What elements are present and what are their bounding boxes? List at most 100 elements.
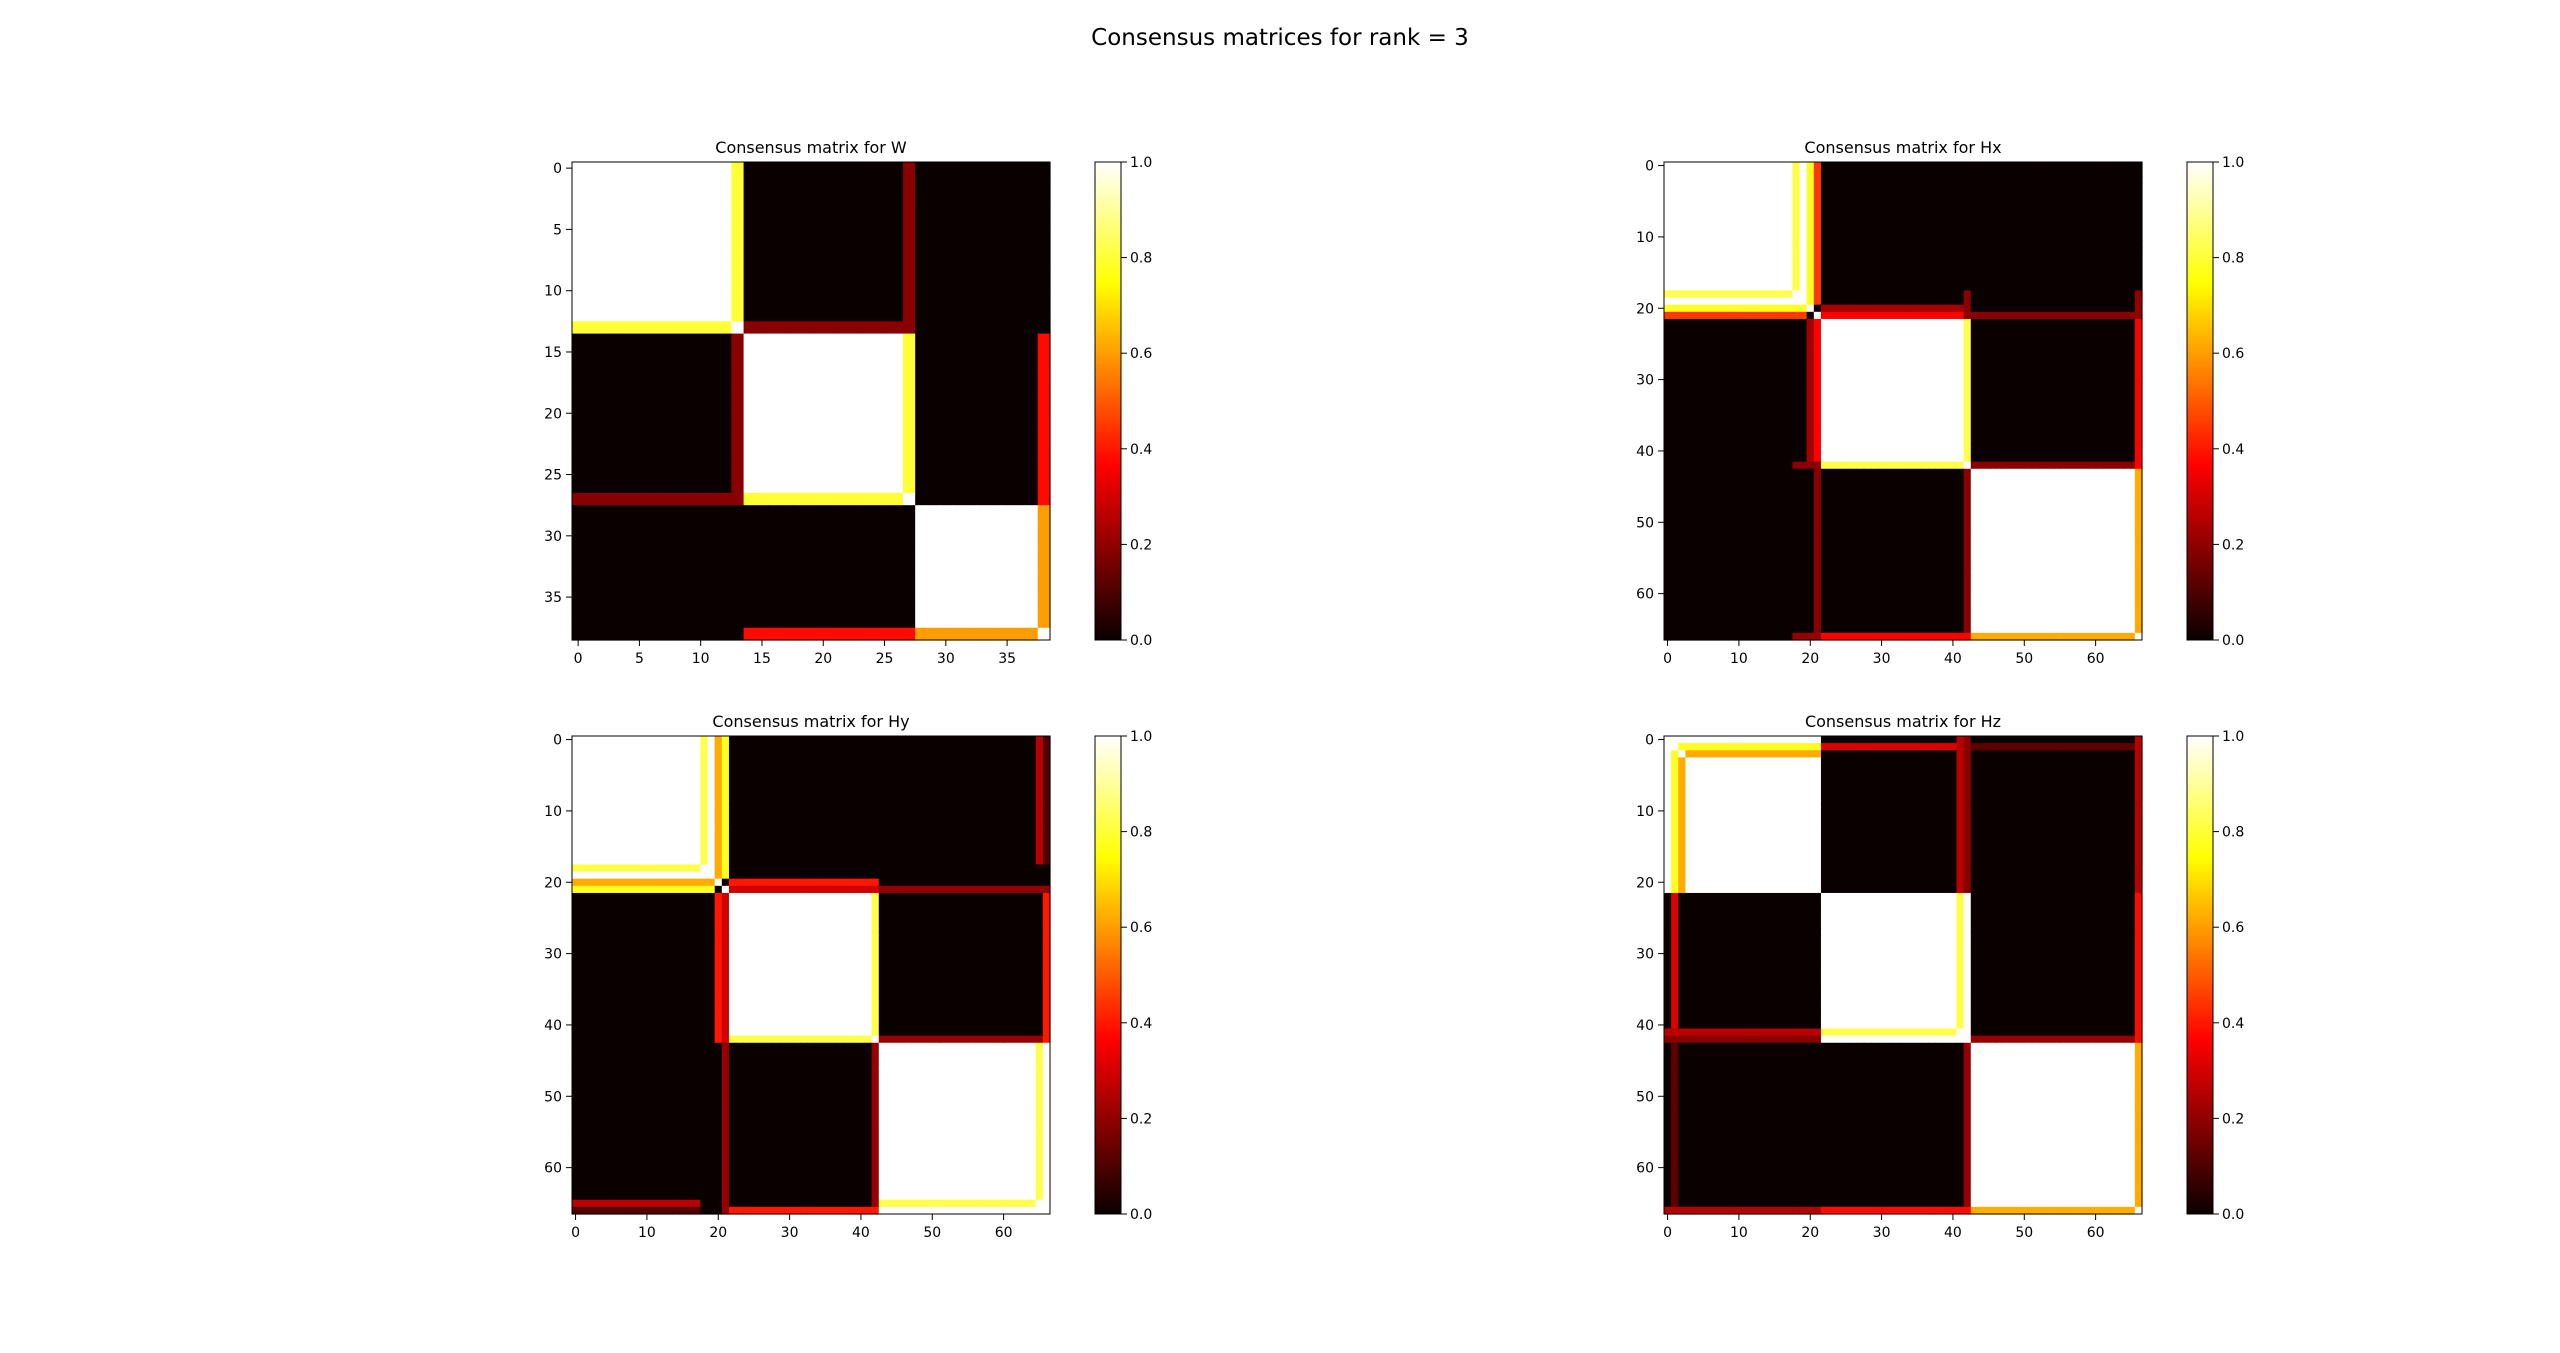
heatmap-cell bbox=[2085, 440, 2093, 448]
heatmap-cell bbox=[1921, 426, 1929, 434]
heatmap-cell bbox=[817, 419, 830, 432]
heatmap-cell bbox=[1038, 346, 1051, 359]
heatmap-cell bbox=[964, 395, 977, 408]
heatmap-cell bbox=[2014, 326, 2022, 334]
heatmap-cell bbox=[891, 346, 904, 359]
heatmap-cell bbox=[1985, 290, 1993, 298]
heatmap-cell bbox=[2014, 455, 2022, 463]
heatmap-cell bbox=[1714, 226, 1722, 234]
heatmap-cell bbox=[768, 419, 781, 432]
heatmap-cell bbox=[584, 309, 597, 322]
heatmap-cell bbox=[1757, 426, 1765, 434]
heatmap-cell bbox=[768, 468, 781, 481]
heatmap-cell bbox=[817, 432, 830, 445]
heatmap-cell bbox=[1885, 198, 1893, 206]
heatmap-cell bbox=[866, 395, 879, 408]
heatmap-cell bbox=[2099, 476, 2107, 484]
heatmap-cell bbox=[1757, 362, 1765, 370]
heatmap-cell bbox=[2028, 369, 2036, 377]
heatmap-cell bbox=[1899, 340, 1907, 348]
heatmap-cell bbox=[1857, 519, 1865, 527]
heatmap-cell bbox=[1971, 440, 1979, 448]
heatmap-cell bbox=[1907, 219, 1915, 227]
heatmap-cell bbox=[964, 530, 977, 543]
heatmap-cell bbox=[2006, 333, 2014, 341]
panels: Consensus matrix for W0 5 10 15 20 25 30 350510… bbox=[544, 138, 2244, 1241]
heatmap-cell bbox=[1807, 298, 1815, 306]
heatmap-cell bbox=[866, 272, 879, 285]
heatmap-cell bbox=[1700, 191, 1708, 199]
heatmap-cell bbox=[1714, 426, 1722, 434]
heatmap-cell bbox=[1792, 376, 1800, 384]
heatmap-cell bbox=[1921, 376, 1929, 384]
heatmap-cell bbox=[1914, 455, 1922, 463]
heatmap-cell bbox=[1735, 476, 1743, 484]
heatmap-cell bbox=[633, 542, 646, 555]
heatmap-cell bbox=[2128, 512, 2136, 520]
heatmap-cell bbox=[1025, 615, 1038, 628]
heatmap-cell bbox=[1664, 191, 1672, 199]
heatmap-cell bbox=[1871, 290, 1879, 298]
heatmap-cell bbox=[597, 272, 610, 285]
heatmap-cell bbox=[1714, 440, 1722, 448]
heatmap-cell bbox=[989, 468, 1002, 481]
heatmap-cell bbox=[1971, 240, 1979, 248]
heatmap-cell bbox=[940, 199, 953, 212]
heatmap-cell bbox=[1878, 283, 1886, 291]
heatmap-cell bbox=[780, 554, 793, 567]
heatmap-cell bbox=[1878, 369, 1886, 377]
heatmap-cell bbox=[572, 358, 585, 371]
heatmap-cell bbox=[1025, 236, 1038, 249]
heatmap-cell bbox=[1914, 376, 1922, 384]
heatmap-cell bbox=[682, 162, 695, 175]
heatmap-cell bbox=[1928, 369, 1936, 377]
heatmap-cell bbox=[744, 272, 757, 285]
heatmap-cell bbox=[1935, 397, 1943, 405]
heatmap-cell bbox=[2106, 162, 2114, 170]
heatmap-cell bbox=[1964, 426, 1972, 434]
heatmap-cell bbox=[976, 493, 989, 506]
heatmap-cell bbox=[646, 174, 659, 187]
heatmap-cell bbox=[1857, 383, 1865, 391]
heatmap-cell bbox=[1971, 298, 1979, 306]
heatmap-cell bbox=[1728, 191, 1736, 199]
heatmap-cell bbox=[1814, 376, 1822, 384]
heatmap-cell bbox=[768, 248, 781, 261]
heatmap-cell bbox=[829, 456, 842, 469]
heatmap-cell bbox=[2092, 176, 2100, 184]
heatmap-cell bbox=[2021, 455, 2029, 463]
heatmap-cell bbox=[572, 248, 585, 261]
heatmap-cell bbox=[731, 174, 744, 187]
heatmap-cell bbox=[1721, 198, 1729, 206]
heatmap-cell bbox=[1757, 298, 1765, 306]
heatmap-cell bbox=[1821, 305, 1829, 313]
heatmap-cell bbox=[1949, 383, 1957, 391]
heatmap-cell bbox=[1928, 347, 1936, 355]
heatmap-cell bbox=[768, 334, 781, 347]
heatmap-cell bbox=[903, 628, 916, 641]
heatmap-cell bbox=[1914, 191, 1922, 199]
heatmap-cell bbox=[1892, 219, 1900, 227]
heatmap-cell bbox=[903, 579, 916, 592]
heatmap-cell bbox=[584, 530, 597, 543]
heatmap-cell bbox=[1025, 370, 1038, 383]
heatmap-cell bbox=[1892, 462, 1900, 470]
heatmap-cell bbox=[1928, 376, 1936, 384]
heatmap-cell bbox=[1807, 490, 1815, 498]
heatmap-cell bbox=[1714, 276, 1722, 284]
heatmap-cell bbox=[2135, 397, 2143, 405]
heatmap-cell bbox=[976, 542, 989, 555]
heatmap-cell bbox=[1721, 426, 1729, 434]
heatmap-cell bbox=[646, 530, 659, 543]
heatmap-cell bbox=[731, 248, 744, 261]
heatmap-cell bbox=[731, 285, 744, 298]
heatmap-cell bbox=[842, 211, 855, 224]
heatmap-cell bbox=[1001, 579, 1014, 592]
heatmap-cell bbox=[1025, 419, 1038, 432]
heatmap-cell bbox=[2135, 283, 2143, 291]
heatmap-cell bbox=[1885, 169, 1893, 177]
heatmap-cell bbox=[2113, 397, 2121, 405]
heatmap-cell bbox=[2042, 198, 2050, 206]
heatmap-cell bbox=[1771, 176, 1779, 184]
heatmap-cell bbox=[1800, 504, 1808, 512]
